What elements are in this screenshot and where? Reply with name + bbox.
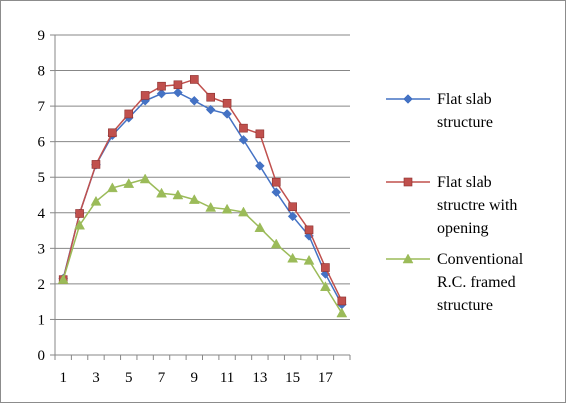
series-1 bbox=[58, 87, 347, 310]
y-tick-label: 6 bbox=[38, 135, 46, 151]
series-3 bbox=[57, 173, 348, 318]
data-point-triangle bbox=[188, 194, 200, 204]
y-tick-label: 4 bbox=[38, 206, 46, 222]
data-point-triangle bbox=[74, 219, 86, 230]
x-tick-label: 5 bbox=[125, 370, 133, 386]
data-point-diamond bbox=[255, 160, 265, 171]
data-point-diamond bbox=[403, 94, 413, 104]
y-tick-label: 5 bbox=[38, 170, 46, 186]
y-tick-label: 8 bbox=[38, 64, 46, 80]
data-point-square bbox=[271, 177, 281, 187]
data-point-square bbox=[173, 80, 183, 90]
x-tick-label: 1 bbox=[59, 370, 67, 386]
data-point-triangle bbox=[156, 187, 167, 198]
x-axis-ticks: 1 3 5 7 9 11 13 15 17 bbox=[54, 355, 351, 386]
x-tick-label: 7 bbox=[158, 370, 166, 386]
y-tick-label: 1 bbox=[38, 312, 46, 328]
data-point-square bbox=[91, 160, 101, 169]
data-point-square bbox=[255, 129, 265, 139]
data-point-diamond bbox=[238, 135, 249, 145]
data-point-square bbox=[288, 202, 297, 212]
data-point-square bbox=[108, 128, 117, 138]
legend-label: R.C. framed bbox=[437, 274, 516, 291]
data-point-triangle bbox=[303, 254, 315, 265]
legend-label: structre with bbox=[437, 197, 517, 214]
x-tick-label: 9 bbox=[191, 370, 199, 386]
x-tick-label: 15 bbox=[285, 370, 300, 386]
data-point-diamond bbox=[271, 187, 282, 198]
data-point-triangle bbox=[57, 274, 69, 284]
data-point-triangle bbox=[221, 203, 233, 214]
series-line bbox=[62, 91, 343, 305]
grid-lines bbox=[55, 34, 350, 320]
data-point-square bbox=[206, 92, 215, 102]
data-point-square bbox=[321, 263, 330, 272]
data-point-triangle bbox=[287, 252, 299, 263]
data-point-diamond bbox=[156, 88, 167, 99]
legend-label: Flat slab bbox=[437, 174, 492, 191]
axes bbox=[54, 35, 350, 356]
series-2 bbox=[58, 75, 347, 306]
data-point-triangle bbox=[90, 195, 102, 206]
data-point-square bbox=[140, 91, 150, 100]
series-group bbox=[57, 75, 348, 318]
data-point-triangle bbox=[172, 189, 184, 200]
series-line bbox=[62, 78, 343, 302]
legend-label: Conventional bbox=[437, 251, 524, 268]
y-tick-label: 0 bbox=[38, 348, 46, 364]
data-point-diamond bbox=[287, 211, 298, 222]
legend-label: structure bbox=[437, 114, 493, 131]
data-point-square bbox=[190, 75, 199, 84]
y-tick-label: 7 bbox=[38, 99, 46, 115]
data-point-triangle bbox=[139, 173, 151, 184]
data-point-triangle bbox=[238, 206, 249, 217]
x-tick-label: 17 bbox=[318, 370, 334, 386]
data-point-triangle bbox=[319, 281, 331, 291]
data-point-square bbox=[239, 123, 248, 133]
data-point-square bbox=[222, 98, 232, 108]
legend-item-1: Flat slab structure bbox=[386, 91, 493, 131]
data-point-triangle bbox=[123, 178, 135, 188]
legend-label: structure bbox=[437, 297, 493, 314]
data-point-square bbox=[337, 296, 347, 306]
data-point-diamond bbox=[189, 95, 200, 106]
y-tick-label: 9 bbox=[38, 28, 46, 44]
x-tick-label: 3 bbox=[92, 370, 100, 386]
legend-item-3: Conventional R.C. framed structure bbox=[386, 251, 524, 314]
legend: Flat slab structure Flat slab structre with… bbox=[386, 91, 524, 314]
data-point-diamond bbox=[205, 104, 216, 115]
y-tick-label: 3 bbox=[38, 241, 46, 257]
data-point-triangle bbox=[106, 182, 118, 193]
legend-label: Flat slab bbox=[437, 91, 492, 108]
data-point-square bbox=[124, 109, 134, 119]
data-point-square bbox=[403, 177, 413, 187]
data-point-triangle bbox=[270, 238, 282, 249]
data-point-triangle bbox=[205, 201, 217, 212]
legend-item-2: Flat slab structre with opening bbox=[386, 174, 517, 237]
data-point-triangle bbox=[254, 222, 266, 232]
data-point-square bbox=[304, 225, 314, 235]
y-tick-label: 2 bbox=[38, 277, 46, 293]
data-point-square bbox=[157, 81, 166, 91]
legend-label: opening bbox=[437, 220, 489, 237]
data-point-square bbox=[75, 209, 84, 218]
data-point-triangle bbox=[336, 307, 348, 318]
data-point-diamond bbox=[173, 87, 183, 98]
data-point-diamond bbox=[222, 109, 232, 119]
y-axis-ticks: 0 1 2 3 4 5 6 7 8 9 bbox=[38, 28, 55, 364]
x-tick-label: 11 bbox=[220, 370, 234, 386]
series-line bbox=[62, 178, 343, 314]
data-point-triangle bbox=[402, 253, 414, 264]
x-tick-label: 13 bbox=[252, 370, 267, 386]
